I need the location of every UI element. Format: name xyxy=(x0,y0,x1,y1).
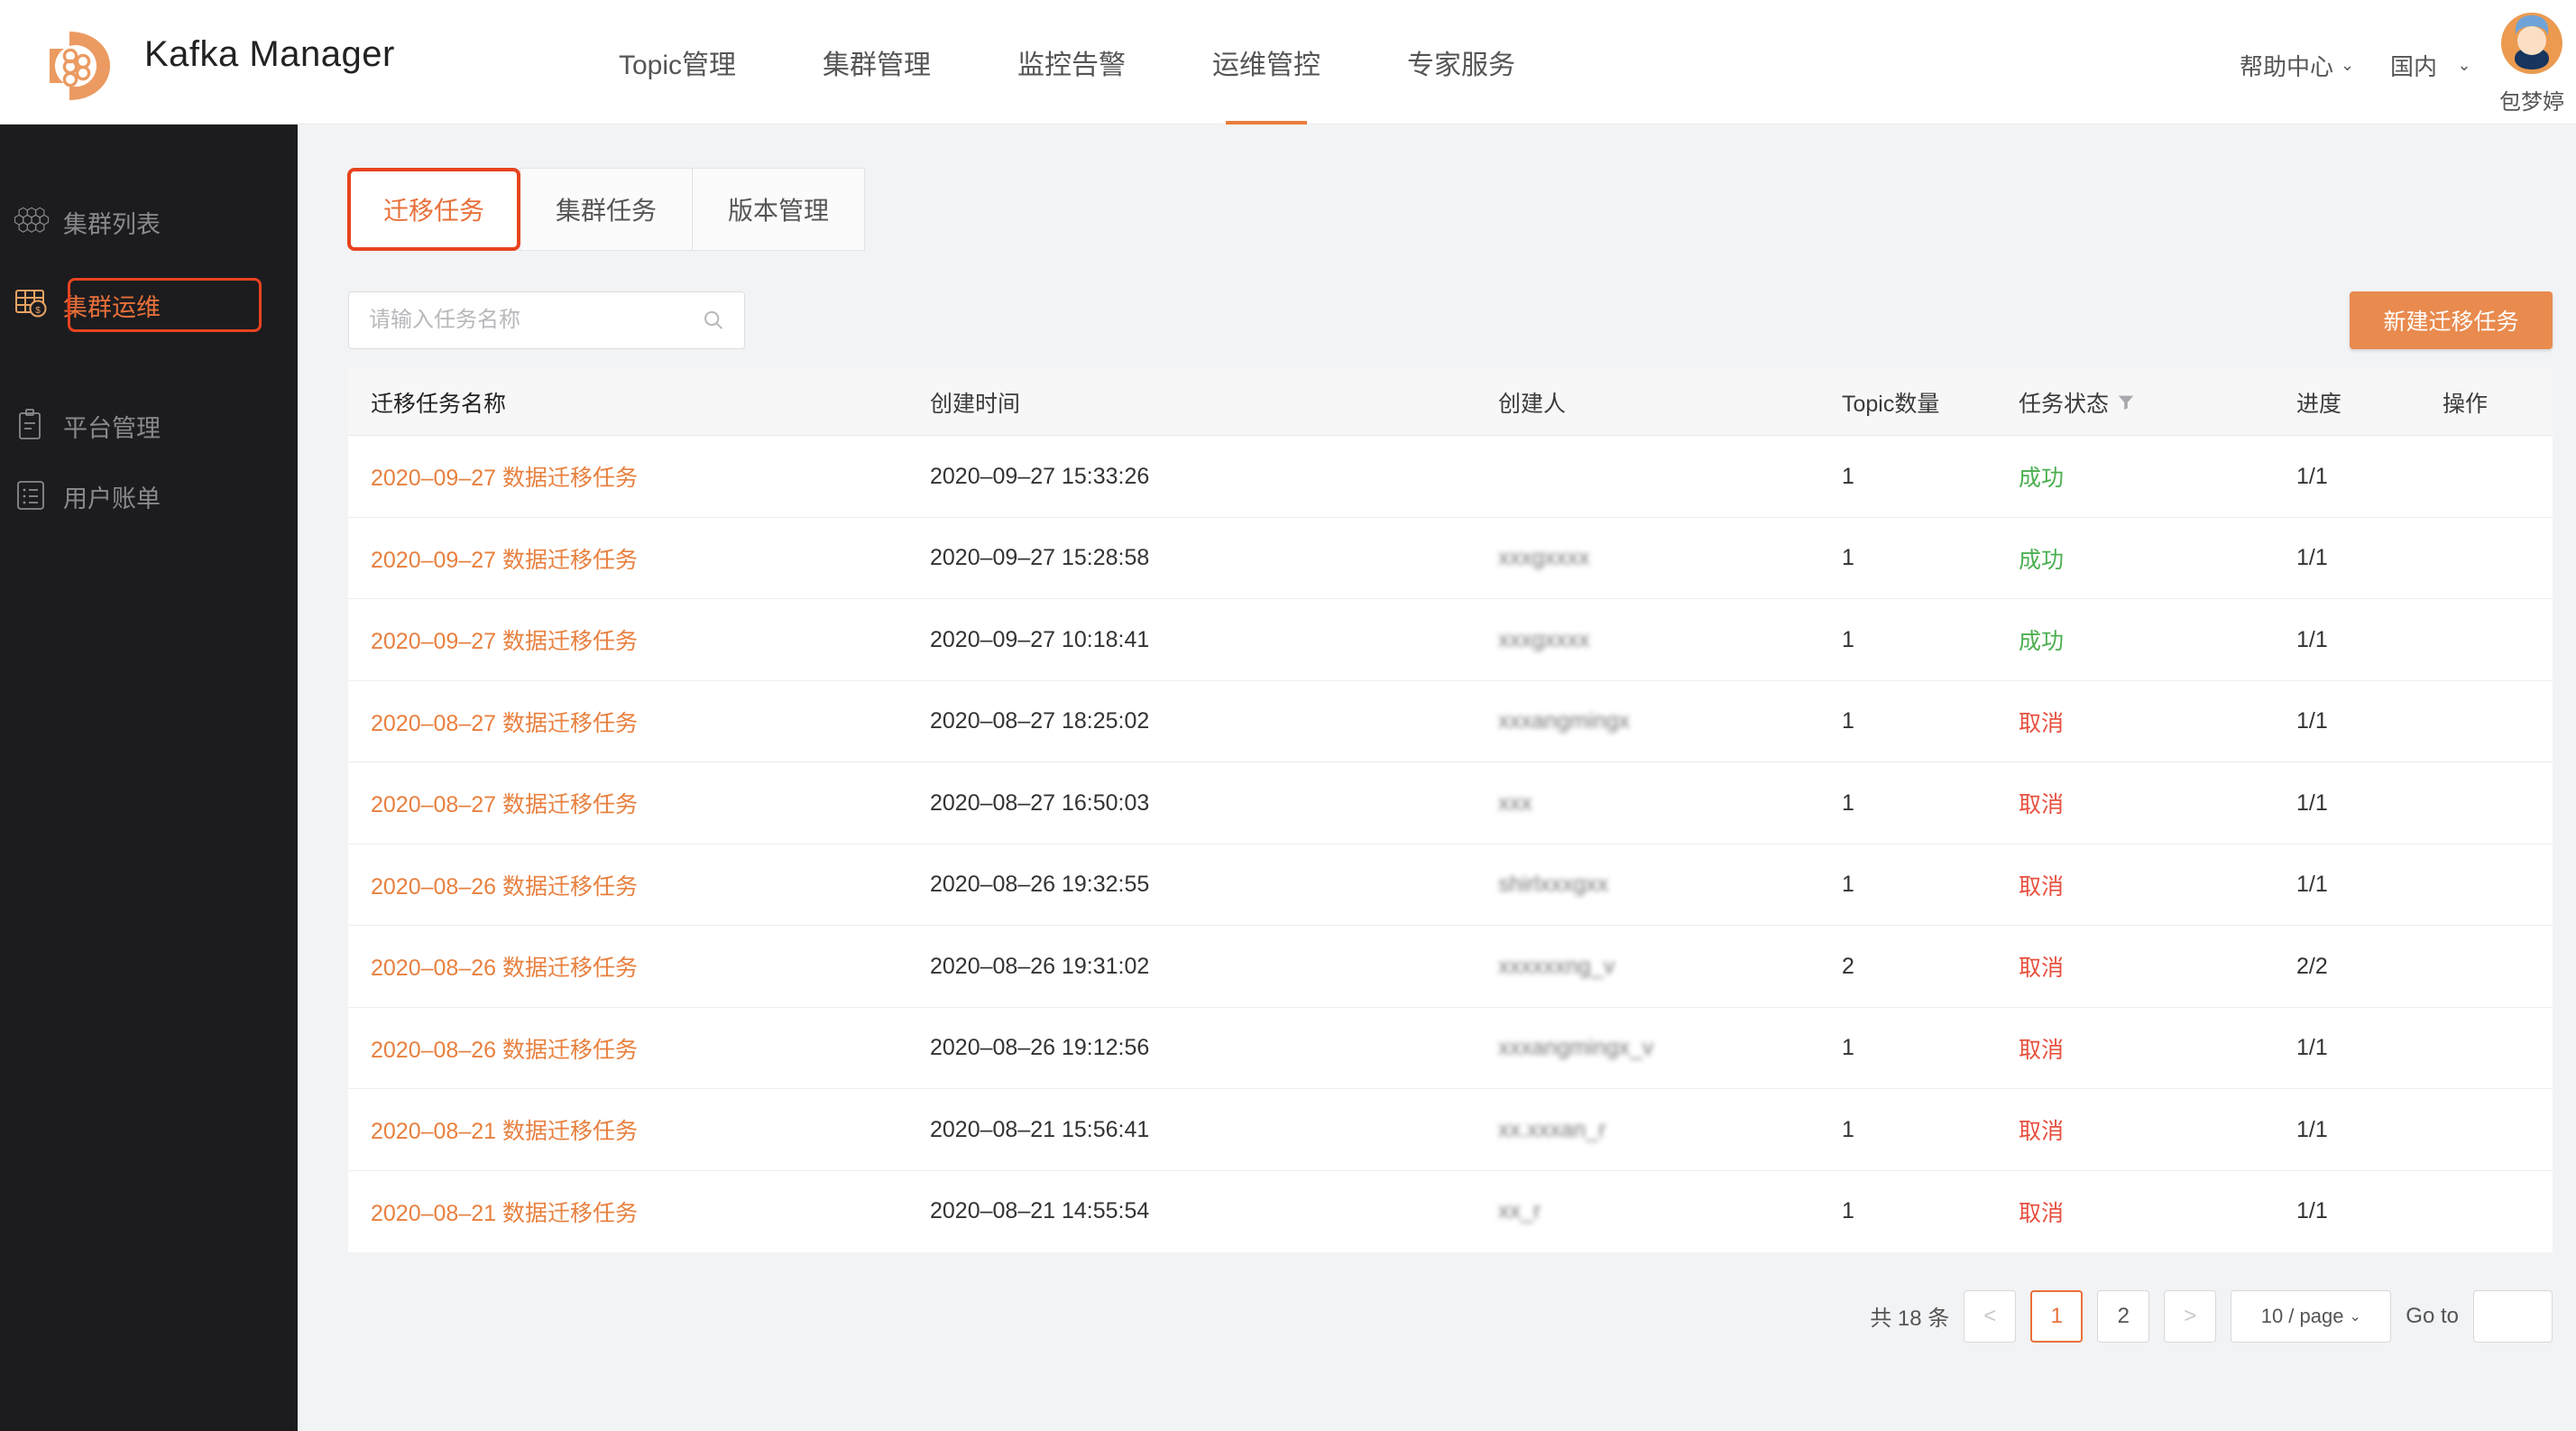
svg-text:$: $ xyxy=(35,306,41,316)
